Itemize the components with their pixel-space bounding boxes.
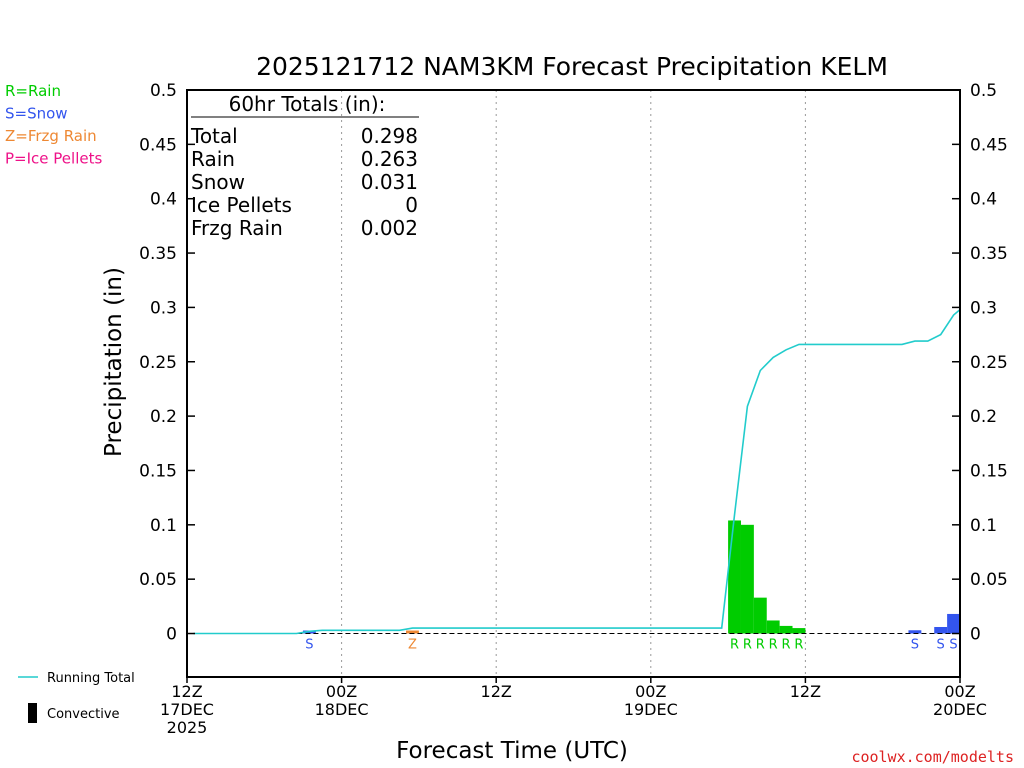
precip-type-label: R <box>794 638 803 653</box>
precip-bar <box>406 630 419 634</box>
totals-row-label: Frzg Rain <box>191 216 283 240</box>
y-tick-label-left: 0 <box>166 625 177 645</box>
running-total-line <box>193 308 961 635</box>
y-tick-label-right: 0.3 <box>970 298 997 318</box>
precip-type-label: S <box>911 638 919 653</box>
precip-type-label: S <box>937 638 945 653</box>
legend-box-swatch <box>28 703 37 723</box>
precip-type-label: Z <box>408 638 417 653</box>
y-tick-label-right: 0.1 <box>970 516 997 536</box>
x-tick-label: 00Z <box>944 682 975 701</box>
y-tick-label-left: 0.2 <box>150 407 177 427</box>
y-tick-label-right: 0.2 <box>970 407 997 427</box>
precip-bar <box>728 520 741 634</box>
totals-row-value: 0.002 <box>361 216 418 240</box>
y-tick-label-left: 0.35 <box>139 244 177 264</box>
y-tick-label-right: 0.15 <box>970 461 1008 481</box>
y-tick-label-right: 0.05 <box>970 570 1008 590</box>
totals-box: 60hr Totals (in): Total 0.298 Rain 0.263 Sno… <box>190 92 419 240</box>
legend-series-label: Running Total <box>47 671 135 686</box>
y-tick-label-left: 0.05 <box>139 570 177 590</box>
y-axis-label: Precipitation (in) <box>101 267 127 457</box>
totals-row-value: 0.031 <box>361 170 418 194</box>
legend-type-entry: R=Rain <box>5 82 61 100</box>
precip-type-label: R <box>743 638 752 653</box>
totals-row-value: 0.263 <box>361 147 418 171</box>
x-tick-label: 18DEC <box>315 700 369 719</box>
x-tick-label: 19DEC <box>624 700 678 719</box>
y-tick-label-right: 0.25 <box>970 353 1008 373</box>
y-tick-label-right: 0.4 <box>970 190 997 210</box>
precip-type-label: S <box>305 638 313 653</box>
precip-type-label: R <box>769 638 778 653</box>
y-tick-label-left: 0.3 <box>150 298 177 318</box>
chart-title: 2025121712 NAM3KM Forecast Precipitation… <box>256 52 888 81</box>
precip-type-label: S <box>949 638 957 653</box>
legend-type-entry: S=Snow <box>5 105 68 123</box>
x-axis-label: Forecast Time (UTC) <box>396 738 628 764</box>
y-tick-label-left: 0.45 <box>139 135 177 155</box>
totals-row-label: Rain <box>191 147 235 171</box>
credit-text: coolwx.com/modelts <box>851 748 1014 766</box>
y-tick-label-right: 0.5 <box>970 81 997 101</box>
y-tick-label-right: 0.45 <box>970 135 1008 155</box>
series-legend: Running Total Convective <box>18 671 135 723</box>
totals-row-label: Total <box>190 124 238 148</box>
precip-bar <box>908 630 922 634</box>
x-tick-label: 17DEC <box>160 700 214 719</box>
y-tick-label-left: 0.5 <box>150 81 177 101</box>
precip-bar <box>792 628 806 634</box>
totals-row-value: 0 <box>405 193 418 217</box>
y-tick-label-right: 0.35 <box>970 244 1008 264</box>
totals-row-value: 0.298 <box>361 124 418 148</box>
precip-type-legend: R=Rain S=Snow Z=Frzg Rain P=Ice Pellets <box>5 82 102 168</box>
totals-row-label: Ice Pellets <box>191 193 292 217</box>
x-tick-label: 12Z <box>171 682 202 701</box>
y-tick-label-left: 0.4 <box>150 190 177 210</box>
plot-frame <box>186 89 961 678</box>
x-tick-label: 00Z <box>635 682 666 701</box>
y-tick-label-left: 0.25 <box>139 353 177 373</box>
y-tick-label-left: 0.1 <box>150 516 177 536</box>
x-tick-label: 12Z <box>790 682 821 701</box>
x-tick-label: 2025 <box>167 718 208 737</box>
grid-lines <box>341 90 806 677</box>
totals-header: 60hr Totals (in): <box>229 92 386 116</box>
precip-bar <box>740 524 754 634</box>
y-tick-label-right: 0 <box>970 625 981 645</box>
legend-series-label: Convective <box>47 707 120 722</box>
totals-rows: Total 0.298 Rain 0.263 Snow 0.031 Ice Pellets 0… <box>190 124 418 240</box>
x-tick-label: 12Z <box>481 682 512 701</box>
x-tick-label: 20DEC <box>933 700 987 719</box>
precip-type-label: R <box>756 638 765 653</box>
precip-bars <box>302 520 960 634</box>
precip-bar <box>779 625 793 634</box>
precip-bar <box>947 613 960 634</box>
precip-bar <box>934 626 948 634</box>
precip-bar <box>753 597 767 634</box>
x-tick-label: 00Z <box>326 682 357 701</box>
legend-type-entry: Z=Frzg Rain <box>5 127 97 145</box>
totals-row-label: Snow <box>191 170 245 194</box>
precip-type-label: R <box>730 638 739 653</box>
precip-bar <box>766 620 780 634</box>
y-tick-label-left: 0.15 <box>139 461 177 481</box>
legend-type-entry: P=Ice Pellets <box>5 150 102 168</box>
precip-type-label: R <box>782 638 791 653</box>
y-axis-ticks: 0 0 0.05 0.05 0.1 0.1 0.15 0.15 0.2 0.2 0.25 0.25 0.… <box>139 81 1008 645</box>
